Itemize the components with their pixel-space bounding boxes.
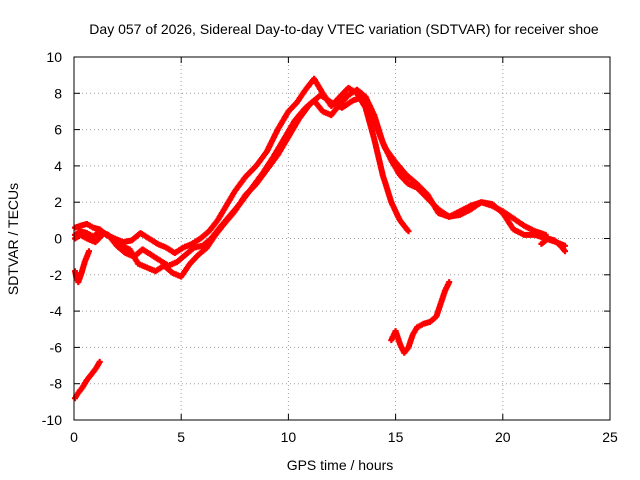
series-arc-g xyxy=(538,235,568,255)
x-axis-label: GPS time / hours xyxy=(287,457,394,473)
plus-markers xyxy=(72,358,103,402)
series-arc-d xyxy=(72,358,103,402)
data-points xyxy=(72,75,568,402)
y-tick-label: 10 xyxy=(46,49,62,65)
plus-markers xyxy=(388,279,453,356)
plus-markers xyxy=(72,92,568,280)
y-tick-label: -4 xyxy=(50,303,63,319)
x-tick-label: 15 xyxy=(388,429,404,445)
y-tick-label: 4 xyxy=(54,158,62,174)
plus-markers xyxy=(72,86,549,269)
series-arc-b xyxy=(72,86,549,269)
y-tick-label: 2 xyxy=(54,194,62,210)
plus-markers xyxy=(72,248,92,286)
plot-frame xyxy=(73,56,611,421)
chart-title: Day 057 of 2026, Sidereal Day-to-day VTE… xyxy=(89,21,599,37)
x-tick-label: 20 xyxy=(495,429,511,445)
series-arc-e xyxy=(72,248,92,286)
x-tick-label: 5 xyxy=(177,429,185,445)
plus-markers xyxy=(538,235,568,255)
x-tick-label: 25 xyxy=(602,429,618,445)
y-tick-label: -2 xyxy=(50,267,63,283)
x-tick-label: 10 xyxy=(281,429,297,445)
y-axis-label: SDTVAR / TECUs xyxy=(5,183,21,295)
y-tick-label: -10 xyxy=(42,412,62,428)
y-tick-label: 6 xyxy=(54,122,62,138)
y-tick-label: 0 xyxy=(54,231,62,247)
tick-labels: 0 5 10 15 20 25 -10 -8 -6 -4 -2 0 2 4 6 8 10 xyxy=(42,49,618,445)
y-tick-label: -8 xyxy=(50,376,63,392)
y-tick-label: 8 xyxy=(54,85,62,101)
x-tick-label: 0 xyxy=(70,429,78,445)
series-arc-c xyxy=(72,92,568,280)
series-arc-f xyxy=(388,279,453,356)
y-tick-label: -6 xyxy=(50,339,63,355)
